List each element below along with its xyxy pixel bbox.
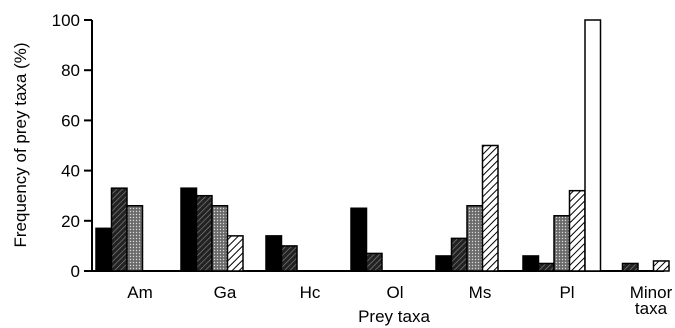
y-tick-label-5: 100 <box>52 11 80 30</box>
bar-1-series-2 <box>211 204 229 272</box>
bar-1-series-1 <box>195 194 213 272</box>
y-axis-title: Frequency of prey taxa (%) <box>11 42 30 247</box>
bar-4-series-3 <box>481 144 499 272</box>
category-label-0: Am <box>127 283 153 302</box>
bar-5-series-4 <box>584 19 602 272</box>
bar-1-series-0 <box>180 187 198 272</box>
bar-4-series-2 <box>466 204 484 272</box>
bar-2-series-0 <box>265 235 283 272</box>
bar-0-series-2 <box>126 204 144 272</box>
y-tick-label-0: 0 <box>71 262 80 281</box>
bar-5-series-0 <box>522 255 540 272</box>
category-label-6: Minor taxa <box>630 283 673 318</box>
category-label-4: Ms <box>469 283 492 302</box>
bar-2-series-1 <box>280 245 298 272</box>
bar-5-series-1 <box>537 262 555 272</box>
y-tick-label-2: 40 <box>61 162 80 181</box>
bar-6-series-1 <box>621 262 639 272</box>
bar-5-series-3 <box>568 189 586 272</box>
bar-3-series-1 <box>365 252 383 272</box>
category-label-3: Ol <box>387 283 404 302</box>
category-label-2: Hc <box>300 283 321 302</box>
bar-4-series-0 <box>435 255 453 272</box>
category-label-5: Pl <box>559 283 574 302</box>
bar-4-series-1 <box>450 237 468 272</box>
y-ticks: 0 20 40 60 80 100 <box>52 11 92 281</box>
category-label-1: Ga <box>214 283 237 302</box>
y-tick-label-1: 20 <box>61 212 80 231</box>
bar-3-series-0 <box>350 207 368 272</box>
y-tick-label-3: 60 <box>61 111 80 130</box>
x-axis-title: Prey taxa <box>358 307 430 326</box>
bar-1-series-3 <box>226 235 244 272</box>
bar-5-series-2 <box>553 215 571 272</box>
y-tick-label-4: 80 <box>61 61 80 80</box>
category-labels: Am Ga Hc Ol Ms Pl Minor taxa <box>127 283 672 318</box>
bar-0-series-1 <box>110 187 128 272</box>
bars <box>95 19 670 272</box>
bar-6-series-3 <box>652 260 670 272</box>
bar-0-series-0 <box>95 227 113 272</box>
